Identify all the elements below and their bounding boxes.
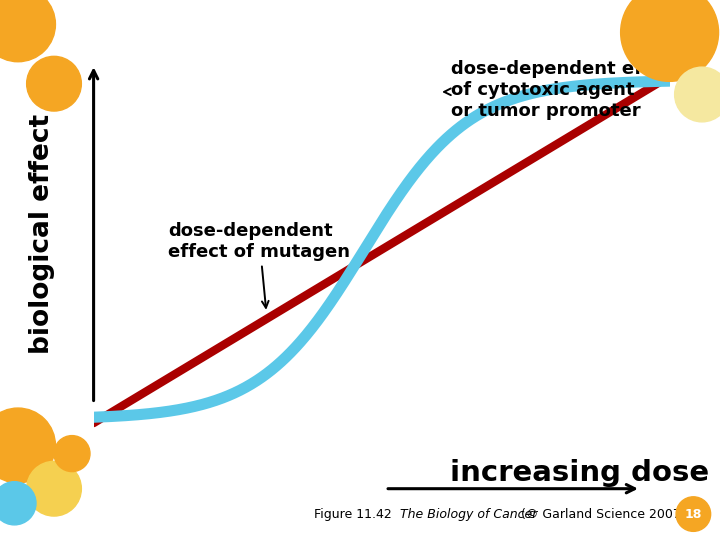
Text: dose-dependent effect
of cytotoxic agent
or tumor promoter: dose-dependent effect of cytotoxic agent… (444, 60, 681, 120)
Text: 18: 18 (685, 508, 702, 521)
Text: (© Garland Science 2007): (© Garland Science 2007) (517, 508, 685, 521)
Text: dose-dependent
effect of mutagen: dose-dependent effect of mutagen (168, 222, 351, 308)
Ellipse shape (621, 0, 719, 82)
Ellipse shape (27, 461, 81, 516)
Text: biological effect: biological effect (29, 114, 55, 354)
Ellipse shape (27, 56, 81, 111)
Ellipse shape (0, 482, 36, 525)
Text: The Biology of Cancer: The Biology of Cancer (400, 508, 537, 521)
Text: increasing dose: increasing dose (450, 459, 709, 487)
Ellipse shape (54, 436, 90, 471)
Ellipse shape (676, 497, 711, 531)
Ellipse shape (0, 0, 55, 62)
Ellipse shape (675, 67, 720, 122)
Ellipse shape (0, 408, 55, 483)
Text: Figure 11.42: Figure 11.42 (314, 508, 400, 521)
